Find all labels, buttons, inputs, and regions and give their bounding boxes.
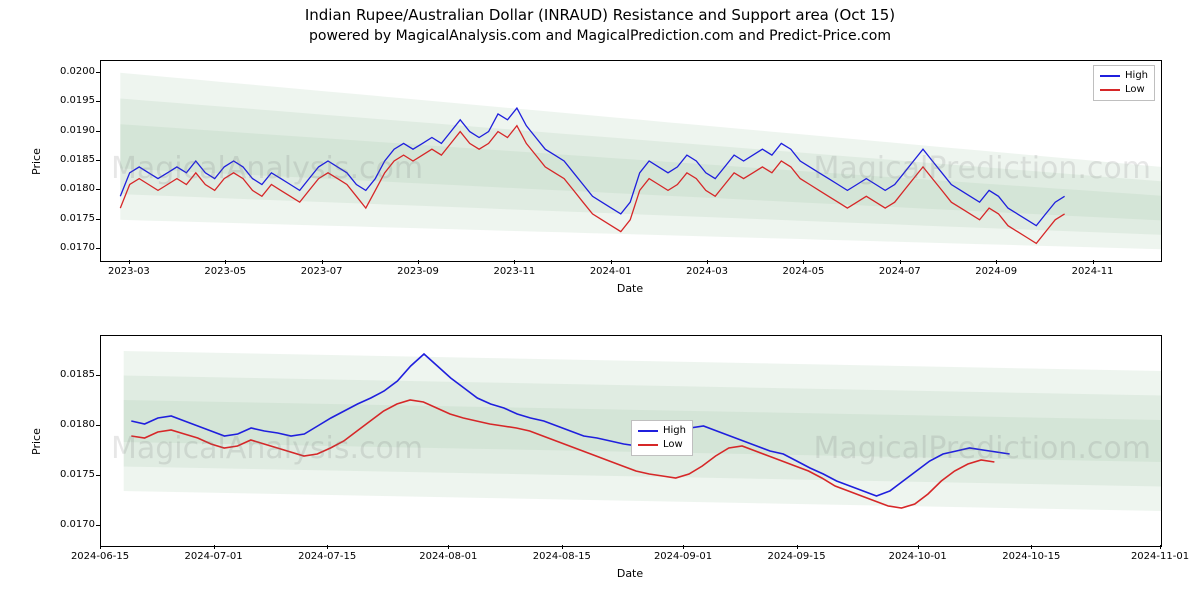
ytick-label: 0.0185 [50, 154, 95, 165]
xtick-label: 2023-11 [493, 266, 535, 277]
legend-label: High [1125, 69, 1148, 83]
ytick-label: 0.0170 [50, 519, 95, 530]
legend-item: High [638, 424, 686, 438]
xtick-label: 2024-11 [1072, 266, 1114, 277]
xtick-label: 2024-07-15 [298, 551, 356, 562]
ytick-label: 0.0175 [50, 469, 95, 480]
top-chart-xlabel: Date [100, 282, 1160, 295]
top-chart-plot [101, 61, 1161, 261]
xtick-label: 2024-11-01 [1131, 551, 1189, 562]
bottom-chart-ylabel: Price [30, 428, 43, 455]
legend-label: High [663, 424, 686, 438]
bottom-chart-axes: MagicalAnalysis.com MagicalPrediction.co… [100, 335, 1162, 547]
top-chart-ylabel: Price [30, 148, 43, 175]
xtick-label: 2023-05 [204, 266, 246, 277]
legend-label: Low [1125, 83, 1145, 97]
ytick-label: 0.0180 [50, 183, 95, 194]
legend-swatch [1100, 89, 1120, 91]
xtick-label: 2024-09-01 [654, 551, 712, 562]
xtick-label: 2024-01 [590, 266, 632, 277]
xtick-label: 2024-07 [879, 266, 921, 277]
ytick-label: 0.0200 [50, 66, 95, 77]
legend-swatch [638, 430, 658, 432]
ytick-label: 0.0180 [50, 419, 95, 430]
ytick-label: 0.0175 [50, 213, 95, 224]
xtick-label: 2023-07 [301, 266, 343, 277]
legend-item: Low [638, 438, 686, 452]
xtick-label: 2024-10-01 [889, 551, 947, 562]
legend-item: Low [1100, 83, 1148, 97]
top-chart-axes: MagicalAnalysis.com MagicalPrediction.co… [100, 60, 1162, 262]
legend-label: Low [663, 438, 683, 452]
ytick-label: 0.0190 [50, 125, 95, 136]
ytick-label: 0.0195 [50, 95, 95, 106]
xtick-label: 2024-08-01 [419, 551, 477, 562]
figure-subtitle: powered by MagicalAnalysis.com and Magic… [0, 28, 1200, 44]
xtick-label: 2024-07-01 [185, 551, 243, 562]
xtick-label: 2024-06-15 [71, 551, 129, 562]
xtick-label: 2023-09 [397, 266, 439, 277]
legend-item: High [1100, 69, 1148, 83]
xtick-label: 2023-03 [108, 266, 150, 277]
xtick-label: 2024-08-15 [533, 551, 591, 562]
bottom-chart-legend: HighLow [631, 420, 693, 456]
xtick-label: 2024-10-15 [1002, 551, 1060, 562]
xtick-label: 2024-09 [975, 266, 1017, 277]
bottom-chart-xlabel: Date [100, 567, 1160, 580]
ytick-label: 0.0170 [50, 242, 95, 253]
top-chart-legend: HighLow [1093, 65, 1155, 101]
xtick-label: 2024-03 [686, 266, 728, 277]
legend-swatch [1100, 75, 1120, 77]
figure-title: Indian Rupee/Australian Dollar (INRAUD) … [0, 6, 1200, 24]
xtick-label: 2024-09-15 [768, 551, 826, 562]
ytick-label: 0.0185 [50, 369, 95, 380]
legend-swatch [638, 444, 658, 446]
xtick-label: 2024-05 [783, 266, 825, 277]
figure: Indian Rupee/Australian Dollar (INRAUD) … [0, 0, 1200, 600]
